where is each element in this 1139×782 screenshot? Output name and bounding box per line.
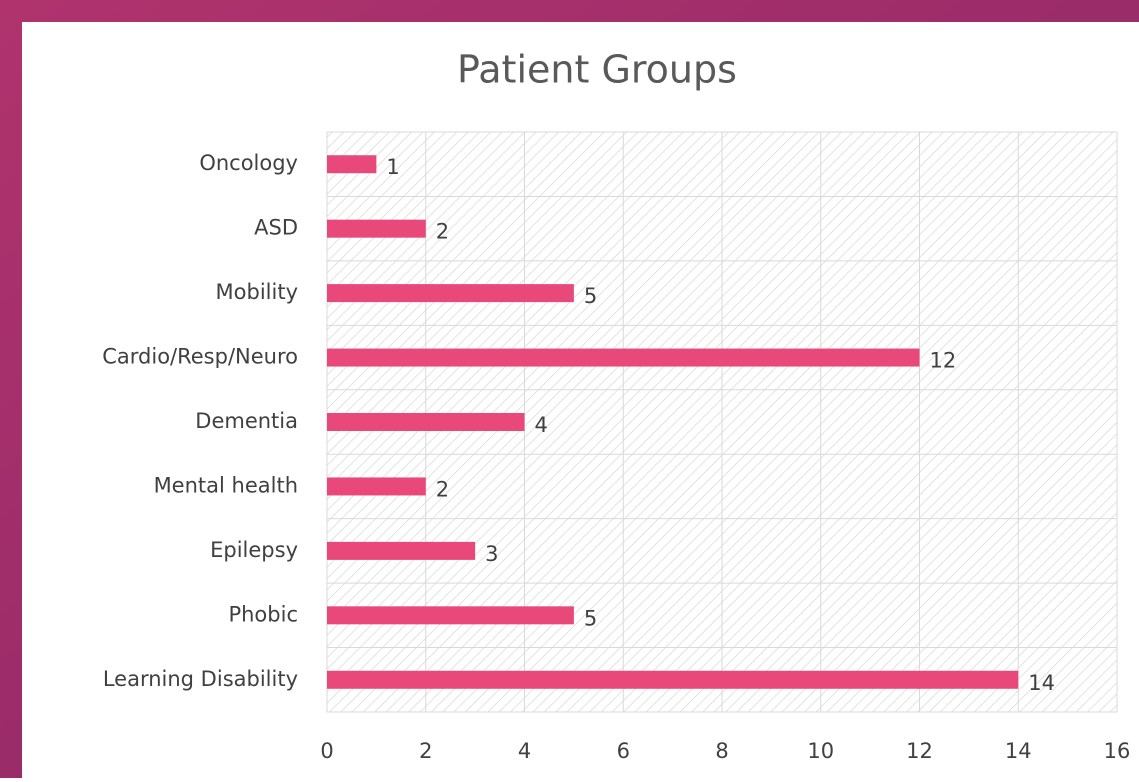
x-tick-label: 0 (320, 739, 333, 763)
bar (327, 219, 426, 238)
value-label: 5 (584, 284, 597, 308)
x-tick-label: 16 (1104, 739, 1131, 763)
y-tick-label: ASD (254, 216, 298, 240)
y-tick-label: Oncology (199, 151, 298, 175)
value-label: 1 (386, 155, 399, 179)
bar (327, 477, 426, 496)
x-tick-label: 14 (1005, 739, 1032, 763)
bar (327, 413, 525, 431)
value-label: 2 (436, 220, 449, 244)
x-tick-label: 10 (807, 739, 834, 763)
x-tick-label: 6 (617, 739, 630, 763)
x-tick-label: 12 (906, 739, 933, 763)
bar (327, 541, 476, 560)
value-label: 14 (1028, 671, 1055, 695)
x-tick-label: 2 (419, 739, 432, 763)
value-label: 2 (436, 477, 449, 501)
x-tick-label: 4 (518, 739, 531, 763)
y-tick-label: Mobility (216, 280, 298, 304)
y-tick-label: Mental health (154, 473, 298, 497)
y-tick-label: Phobic (228, 602, 298, 626)
chart-title: Patient Groups (457, 48, 737, 92)
bar (327, 155, 377, 174)
value-label: 4 (535, 413, 548, 437)
value-label: 3 (485, 542, 498, 566)
x-tick-label: 8 (715, 739, 728, 763)
bar (327, 606, 574, 625)
y-tick-label: Dementia (195, 409, 298, 433)
y-tick-label: Epilepsy (210, 538, 298, 562)
bar (327, 670, 1019, 689)
y-tick-label: Learning Disability (103, 667, 298, 691)
bar (327, 348, 920, 367)
y-tick-label: Cardio/Resp/Neuro (102, 345, 298, 369)
bar (327, 284, 574, 303)
value-label: 12 (930, 349, 957, 373)
value-label: 5 (584, 606, 597, 630)
